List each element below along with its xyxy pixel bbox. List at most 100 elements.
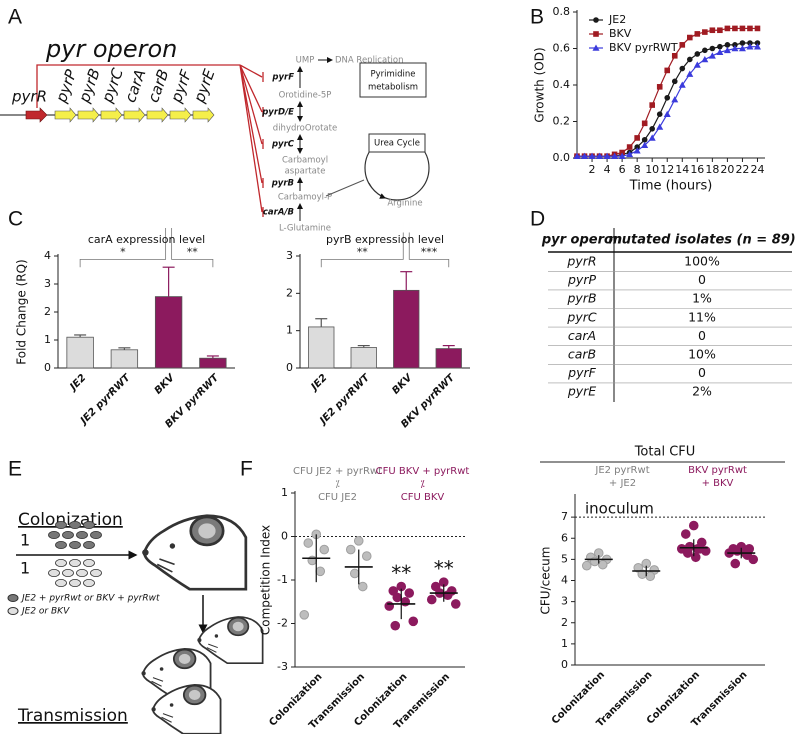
group-label: + BKV	[702, 478, 734, 489]
data-point	[390, 620, 401, 631]
marker	[746, 43, 754, 50]
y-tick-label: 0	[281, 530, 288, 543]
enzyme: pyrD/E	[261, 108, 294, 118]
data-point	[680, 529, 691, 539]
bar	[393, 289, 420, 369]
significance-label: *	[120, 245, 126, 258]
bacteria	[83, 579, 95, 588]
pyrR-gene	[25, 107, 48, 123]
group-label: BKV pyrRwt	[688, 465, 747, 476]
group-label: JE2 pyrRwt	[594, 465, 649, 476]
marker	[702, 29, 708, 35]
data-point	[442, 590, 453, 601]
table-cell: 10%	[688, 347, 716, 362]
group-label: CFU BKV + pyrRwt	[376, 466, 470, 477]
group-label: + JE2	[609, 478, 636, 489]
pathway-box	[359, 62, 427, 98]
marker	[694, 31, 701, 37]
marker	[708, 52, 716, 59]
bacteria	[83, 521, 95, 530]
y-tick-label: 4	[44, 249, 51, 262]
reference-label: inoculum	[585, 500, 654, 518]
enzyme: pyrF	[271, 73, 294, 83]
marker	[581, 152, 589, 159]
bacteria	[69, 559, 81, 568]
cycle-box	[368, 133, 426, 153]
x-tick-label: 18	[705, 163, 719, 176]
panel-label: C	[8, 208, 23, 231]
y-tick-label: 5	[561, 552, 568, 565]
table-cell: 100%	[684, 254, 720, 269]
marker	[747, 40, 753, 46]
x-tick-label: 4	[604, 163, 611, 176]
metabolite: Orotidine-5P	[279, 91, 332, 101]
marker	[649, 102, 655, 108]
bacteria	[76, 531, 88, 540]
y-tick-label: 0	[561, 658, 568, 671]
legend-label: JE2	[608, 13, 626, 26]
table-cell: pyrE	[567, 384, 596, 399]
data-point	[319, 544, 330, 555]
gene-arrow	[77, 107, 100, 123]
legend-text: JE2 + pyrRwt or BKV + pyrRwt	[20, 594, 160, 604]
marker	[593, 17, 599, 23]
marker	[634, 135, 640, 141]
marker	[603, 152, 611, 159]
significance-label: **	[187, 245, 199, 258]
y-tick-label: 1	[44, 333, 51, 346]
y-tick-label: -3	[277, 660, 288, 673]
data-point	[694, 544, 705, 554]
bacteria	[83, 559, 95, 568]
bacteria	[90, 569, 102, 578]
mouse	[150, 683, 222, 734]
marker	[664, 67, 671, 74]
data-point	[408, 616, 419, 627]
significance-bracket	[171, 228, 214, 268]
y-tick-label: 3	[561, 595, 568, 608]
legend-text: JE2 or BKV	[20, 607, 70, 617]
marker	[709, 45, 716, 52]
data-point	[400, 596, 411, 607]
repression-lines	[36, 64, 264, 217]
x-tick-label: 24	[750, 163, 764, 176]
data-point	[357, 581, 368, 592]
metabolite: UMP	[296, 56, 315, 66]
legend-label: BKV	[609, 27, 632, 40]
y-tick-label: 0.6	[553, 42, 571, 55]
x-tick-label: 6	[619, 163, 626, 176]
metabolite: dihydroOrotate	[273, 124, 337, 134]
table-cell: 11%	[688, 309, 716, 324]
data-point	[597, 559, 608, 570]
pathway-output: DNA Replication	[335, 56, 403, 66]
y-tick-label: 3	[44, 277, 51, 290]
y-tick-label: 0.2	[553, 115, 571, 128]
group-label: CFU BKV	[401, 492, 445, 503]
y-tick-label: 0	[44, 361, 51, 374]
table-cell: carB	[568, 347, 596, 362]
marker	[754, 40, 761, 46]
marker	[732, 25, 738, 32]
marker	[641, 120, 648, 127]
metabolite: Carbamoyl	[282, 156, 328, 166]
x-axis-label: Time (hours)	[629, 179, 713, 194]
marker	[641, 136, 648, 143]
data-point	[450, 599, 461, 609]
table-cell: 2%	[692, 384, 712, 399]
marker	[649, 126, 655, 132]
significance-label: **	[434, 557, 454, 581]
marker	[701, 55, 709, 63]
metabolite: aspartate	[285, 167, 326, 177]
data-point	[426, 594, 437, 605]
marker	[641, 141, 649, 149]
panel-label: E	[8, 458, 22, 481]
bar	[199, 357, 227, 369]
y-tick-label: 0	[286, 361, 293, 374]
table-cell: pyrB	[566, 291, 596, 306]
x-tick-label: 8	[634, 163, 641, 176]
marker	[656, 84, 663, 90]
bar	[66, 336, 94, 369]
data-point	[730, 558, 741, 569]
marker	[724, 42, 731, 48]
operon-title: pyr operon	[45, 35, 177, 63]
